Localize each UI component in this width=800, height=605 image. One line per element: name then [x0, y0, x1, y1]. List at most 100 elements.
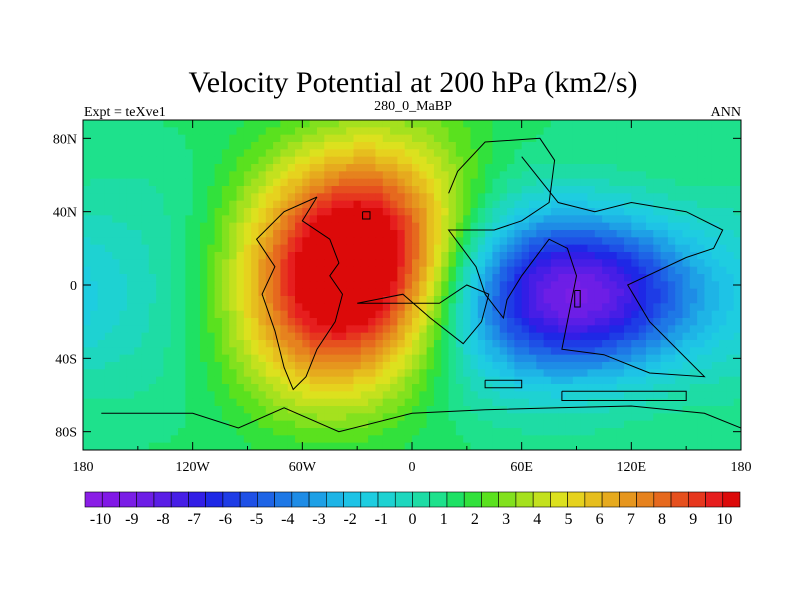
- field-cell: [156, 164, 165, 172]
- field-cell: [199, 274, 208, 282]
- field-cell: [368, 406, 377, 414]
- field-cell: [536, 156, 545, 165]
- field-cell: [178, 222, 186, 231]
- field-cell: [426, 193, 435, 202]
- field-cell: [616, 215, 625, 224]
- field-cell: [236, 222, 245, 231]
- field-cell: [507, 406, 515, 414]
- field-cell: [185, 244, 194, 253]
- field-cell: [507, 215, 515, 224]
- field-cell: [667, 266, 676, 275]
- field-cell: [412, 281, 420, 290]
- field-cell: [733, 200, 741, 209]
- field-cell: [126, 347, 135, 356]
- field-cell: [470, 369, 479, 378]
- field-cell: [119, 347, 128, 356]
- field-cell: [375, 406, 384, 414]
- colorbar-swatch: [446, 491, 465, 508]
- field-cell: [711, 354, 720, 363]
- field-cell: [492, 354, 501, 363]
- field-cell: [229, 296, 238, 304]
- field-cell: [624, 156, 632, 165]
- colorbar-swatch: [463, 491, 482, 508]
- field-cell: [273, 281, 281, 290]
- field-cell: [675, 127, 684, 136]
- field-cell: [229, 259, 238, 268]
- field-cell: [331, 156, 340, 165]
- field-cell: [156, 296, 165, 304]
- field-cell: [726, 376, 735, 385]
- field-cell: [338, 274, 347, 282]
- colorbar-swatch: [705, 491, 724, 508]
- field-cell: [492, 178, 501, 187]
- field-cell: [514, 362, 523, 370]
- field-cell: [499, 230, 508, 238]
- field-cell: [660, 164, 669, 172]
- field-cell: [616, 222, 625, 231]
- field-cell: [178, 178, 186, 187]
- field-cell: [192, 193, 201, 202]
- field-cell: [390, 222, 398, 231]
- field-cell: [207, 442, 216, 450]
- field-cell: [645, 420, 654, 429]
- field-cell: [97, 266, 106, 275]
- field-cell: [412, 208, 420, 216]
- field-cell: [324, 149, 333, 158]
- field-cell: [265, 296, 274, 304]
- field-cell: [682, 200, 691, 209]
- field-cell: [178, 325, 186, 334]
- field-cell: [251, 398, 260, 407]
- field-cell: [126, 376, 135, 385]
- field-cell: [638, 171, 647, 180]
- field-cell: [236, 347, 245, 356]
- field-cell: [360, 142, 369, 150]
- field-cell: [207, 281, 216, 290]
- field-cell: [602, 406, 610, 414]
- field-cell: [426, 230, 435, 238]
- field-cell: [324, 266, 333, 275]
- field-cell: [528, 325, 537, 334]
- field-cell: [631, 391, 640, 400]
- field-cell: [638, 215, 647, 224]
- field-cell: [507, 398, 515, 407]
- field-cell: [295, 186, 303, 194]
- field-cell: [528, 149, 537, 158]
- field-cell: [602, 420, 610, 429]
- field-cell: [485, 398, 494, 407]
- field-cell: [733, 120, 741, 128]
- field-cell: [682, 178, 691, 187]
- field-cell: [214, 384, 223, 392]
- field-cell: [170, 186, 179, 194]
- field-cell: [309, 266, 318, 275]
- field-cell: [331, 149, 340, 158]
- field-cell: [251, 230, 260, 238]
- field-cell: [404, 186, 413, 194]
- field-cell: [324, 274, 333, 282]
- field-cell: [448, 171, 457, 180]
- field-cell: [689, 274, 698, 282]
- field-cell: [178, 134, 186, 143]
- field-cell: [441, 406, 450, 414]
- field-cell: [214, 318, 223, 326]
- field-cell: [565, 354, 574, 363]
- field-cell: [309, 435, 318, 444]
- field-cell: [572, 149, 581, 158]
- field-cell: [675, 142, 684, 150]
- field-cell: [426, 391, 435, 400]
- field-cell: [214, 244, 223, 253]
- field-cell: [236, 120, 245, 128]
- field-cell: [397, 369, 406, 378]
- field-cell: [587, 208, 596, 216]
- field-cell: [645, 134, 654, 143]
- field-cell: [528, 178, 537, 187]
- field-cell: [273, 164, 281, 172]
- field-cell: [324, 237, 333, 246]
- field-cell: [382, 318, 391, 326]
- field-cell: [587, 318, 596, 326]
- field-cell: [565, 442, 574, 450]
- field-cell: [550, 318, 559, 326]
- field-cell: [331, 442, 340, 450]
- field-cell: [170, 376, 179, 385]
- field-cell: [528, 332, 537, 341]
- field-cell: [265, 398, 274, 407]
